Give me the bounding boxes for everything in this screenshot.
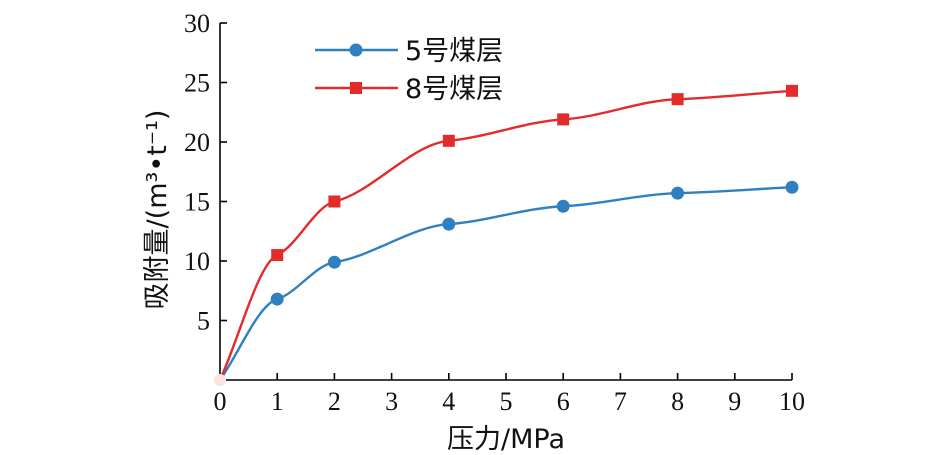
- y-tick-label: 30: [184, 9, 210, 38]
- legend-item: 5号煤层: [315, 36, 503, 67]
- legend-label: 8号煤层: [405, 74, 503, 105]
- data-point: [785, 180, 799, 194]
- data-point: [442, 134, 455, 147]
- legend: 5号煤层 8号煤层: [315, 36, 503, 105]
- data-point: [327, 255, 341, 269]
- y-axis-title: 吸附量/(m³•t⁻¹): [142, 110, 173, 310]
- x-tick-label: 0: [214, 387, 227, 416]
- x-tick-label: 2: [328, 387, 341, 416]
- x-tick-label: 3: [385, 387, 398, 416]
- axes: 0 1 2 3 4 5 6 7 8 9 10 5 10 15 20 25 30: [184, 9, 805, 416]
- data-point: [270, 292, 284, 306]
- data-point: [328, 195, 341, 208]
- series-1: [214, 180, 799, 386]
- y-tick-label: 5: [197, 307, 210, 336]
- legend-label: 5号煤层: [405, 36, 503, 67]
- y-tick-label: 15: [184, 188, 210, 217]
- x-tick-label: 8: [671, 387, 684, 416]
- data-point: [786, 84, 798, 97]
- series-layer: [214, 84, 799, 386]
- x-axis-title: 压力/MPa: [447, 424, 565, 455]
- x-tick-label: 10: [779, 387, 805, 416]
- y-tick-label: 25: [184, 69, 210, 98]
- x-tick-label: 5: [500, 387, 513, 416]
- y-tick-label: 20: [184, 128, 210, 157]
- origin-point: [214, 374, 226, 386]
- x-tick-label: 6: [557, 387, 570, 416]
- data-point: [271, 249, 284, 262]
- x-tick-label: 9: [728, 387, 741, 416]
- y-tick-label: 10: [184, 247, 210, 276]
- legend-marker: [349, 43, 363, 57]
- x-tick-label: 1: [271, 387, 284, 416]
- series-2: [214, 84, 798, 386]
- x-tick-label: 7: [614, 387, 627, 416]
- data-point: [671, 93, 684, 106]
- data-point: [556, 199, 570, 213]
- data-point: [557, 113, 570, 126]
- legend-item: 8号煤层: [315, 74, 503, 105]
- series-line: [218, 89, 793, 381]
- data-point: [442, 217, 456, 231]
- data-point: [671, 186, 685, 200]
- legend-marker: [350, 82, 362, 94]
- series-line: [219, 186, 793, 381]
- x-tick-label: 4: [442, 387, 455, 416]
